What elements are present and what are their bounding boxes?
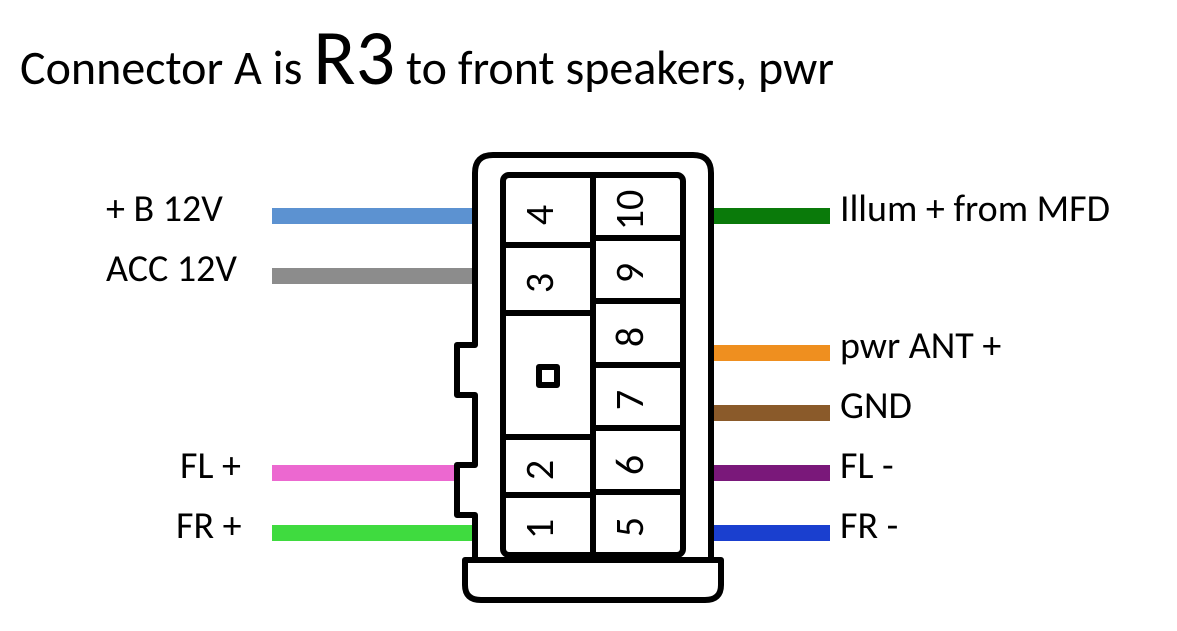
pin-7: 7 bbox=[605, 390, 654, 410]
wire-fl-minus-label: FL - bbox=[840, 443, 894, 489]
wire-fr-minus-label: FR - bbox=[840, 503, 898, 549]
pin-5: 5 bbox=[605, 517, 654, 537]
title-prefix: Connector A is bbox=[20, 38, 313, 97]
pin-2: 2 bbox=[515, 460, 564, 480]
pin-1: 1 bbox=[515, 519, 564, 539]
wire-illum-label: Illum + from MFD bbox=[840, 186, 1110, 232]
connector-body: 4 3 2 1 10 9 8 7 6 5 bbox=[443, 145, 743, 615]
wire-acc12v-label: ACC 12V bbox=[106, 246, 237, 292]
title-suffix: to front speakers, pwr bbox=[395, 38, 834, 97]
wire-b12v-label: + B 12V bbox=[106, 186, 223, 232]
pin-6: 6 bbox=[605, 455, 654, 475]
pin-8: 8 bbox=[605, 327, 654, 347]
wire-fr-plus-label: FR + bbox=[176, 503, 242, 549]
diagram-stage: Connector A is R3 to front speakers, pwr… bbox=[0, 0, 1177, 631]
wire-fl-plus-label: FL + bbox=[180, 443, 241, 489]
pin-10: 10 bbox=[605, 190, 654, 231]
pin-9: 9 bbox=[605, 263, 654, 283]
title-emph: R3 bbox=[313, 10, 395, 105]
wire-gnd-label: GND bbox=[840, 383, 912, 429]
diagram-title: Connector A is R3 to front speakers, pwr bbox=[20, 10, 834, 105]
wire-pwr-ant-label: pwr ANT + bbox=[840, 323, 1001, 369]
pin-3: 3 bbox=[515, 273, 564, 293]
pin-4: 4 bbox=[515, 205, 564, 225]
